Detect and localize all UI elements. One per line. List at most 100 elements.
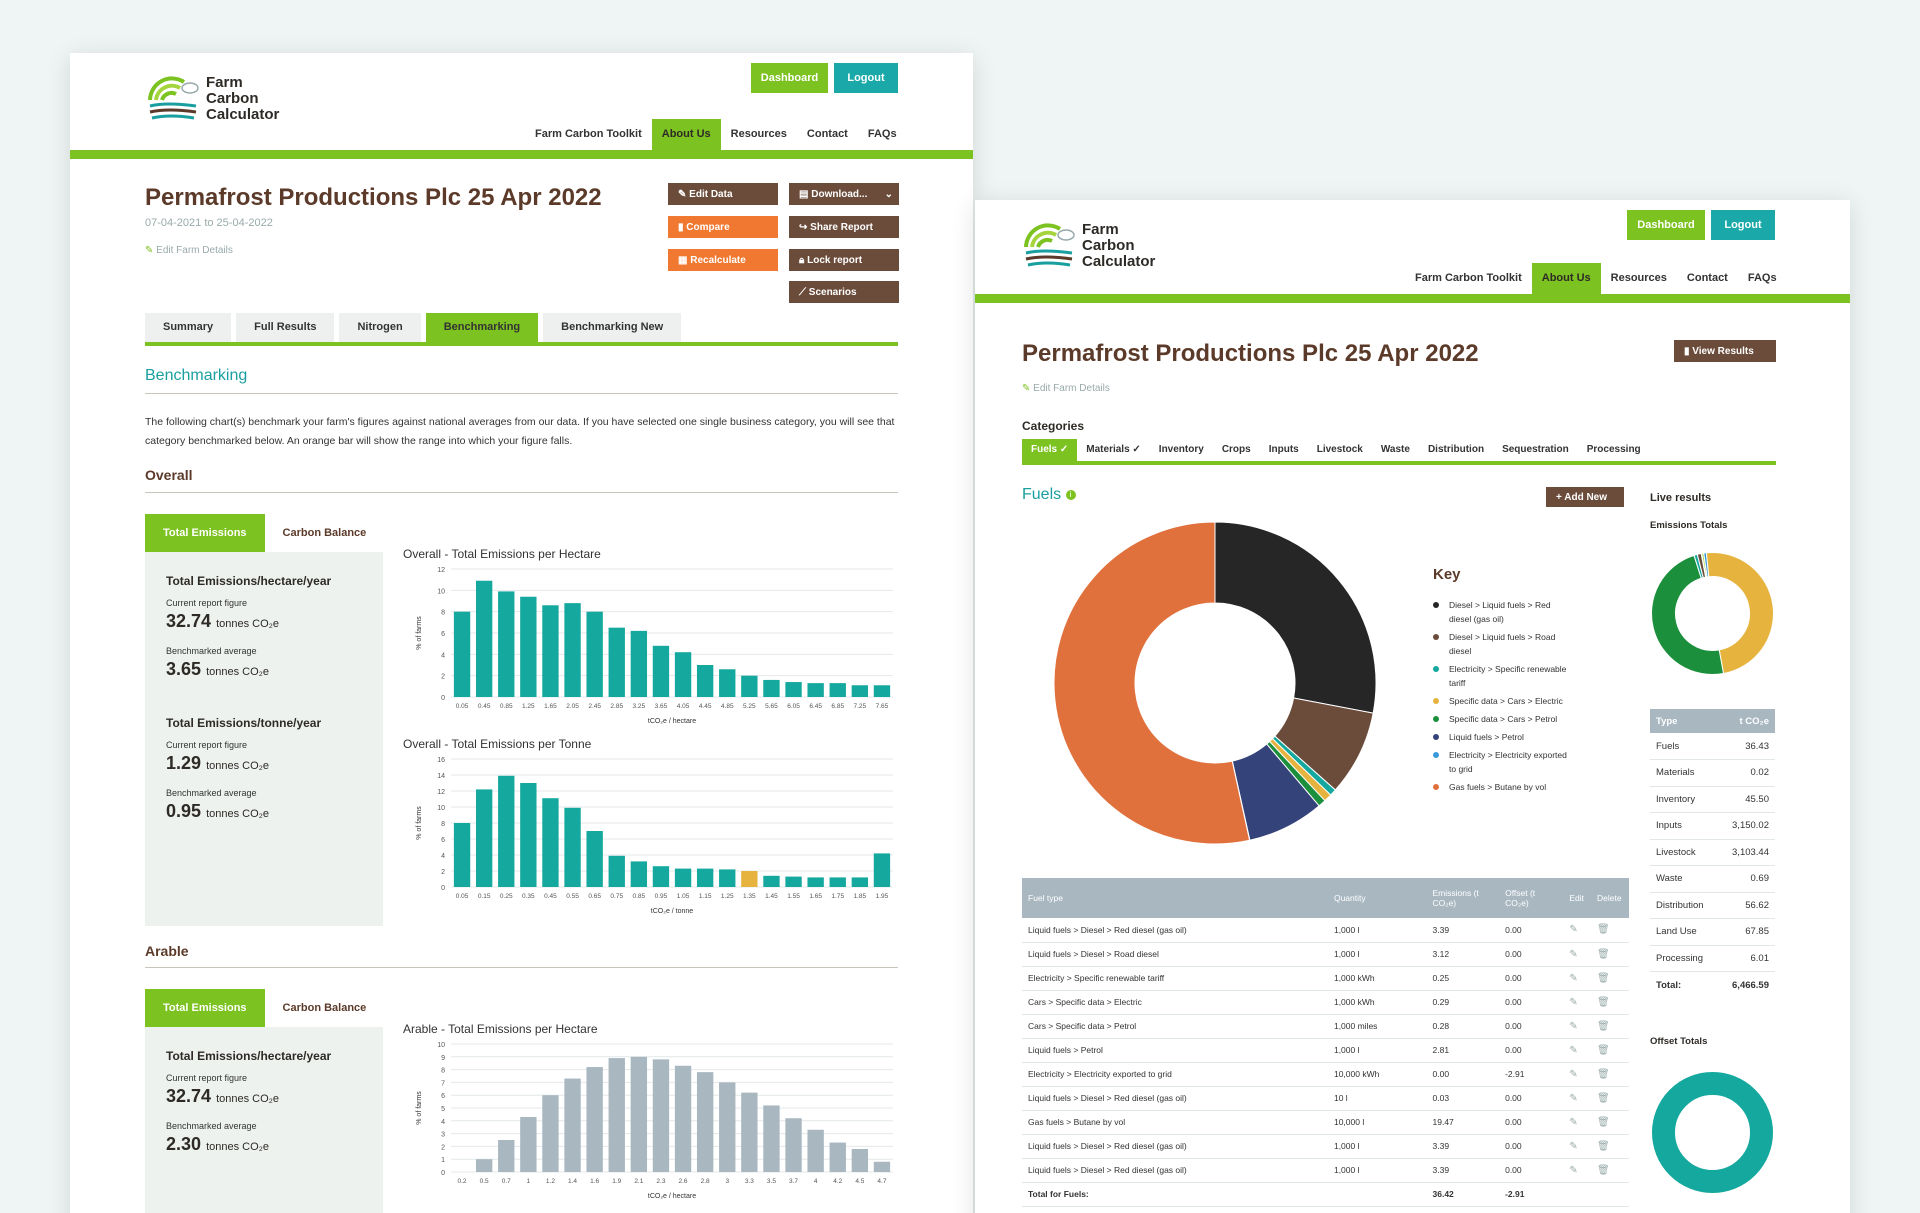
tab-carbon-balance[interactable]: Carbon Balance — [282, 527, 367, 539]
view-results-button[interactable]: ▮ View Results — [1674, 340, 1776, 362]
trash-icon[interactable]: 🗑︎ — [1597, 948, 1610, 960]
table-row: Liquid fuels > Petrol 1,000 l 2.81 0.00 ✎ 🗑︎ — [1022, 1038, 1629, 1063]
edit-icon[interactable]: ✎ — [1569, 1068, 1578, 1080]
trash-icon[interactable]: 🗑︎ — [1597, 1020, 1610, 1032]
current-label: Current report figure — [166, 1073, 248, 1083]
offset-cell: 0.00 — [1499, 966, 1564, 991]
trash-icon[interactable]: 🗑︎ — [1597, 1044, 1610, 1056]
nav-farm-carbon-toolkit[interactable]: Farm Carbon Toolkit — [1415, 272, 1522, 284]
tab-sequestration[interactable]: Sequestration — [1502, 444, 1569, 455]
edit-icon[interactable]: ✎ — [1569, 1116, 1578, 1128]
bar — [652, 866, 670, 887]
benchmark-value: 0.95 tonnes CO₂e — [166, 801, 270, 821]
x-tick-label: 1.6 — [590, 1178, 599, 1185]
tab-full-results[interactable]: Full Results — [236, 313, 335, 342]
scenarios-button[interactable]: ⟋ Scenarios — [789, 281, 899, 303]
edit-icon[interactable]: ✎ — [1569, 1092, 1578, 1104]
bar-chart-tonne: 0 2 4 6 8 10 12 14 16 0.05 0.15 0.25 0.35 0.45 0.55 0.6… — [416, 757, 893, 915]
nav-faqs[interactable]: FAQs — [1747, 272, 1777, 284]
x-axis-label: tCO₂e / hectare — [648, 1193, 696, 1200]
trash-icon[interactable]: 🗑︎ — [1597, 1092, 1610, 1104]
tab-processing[interactable]: Processing — [1586, 444, 1641, 455]
quantity-cell: 1,000 l — [1327, 1134, 1427, 1159]
tab-materials[interactable]: Materials ✓ — [1086, 444, 1141, 455]
edit-icon[interactable]: ✎ — [1569, 972, 1578, 984]
edit-icon[interactable]: ✎ — [1569, 1140, 1578, 1152]
brand-logo[interactable]: Farm Carbon Calculator — [146, 75, 279, 123]
summary-total-row: Total: 6,466.59 — [1650, 972, 1775, 999]
bar — [674, 868, 692, 887]
x-tick-label: 2.05 — [566, 703, 579, 710]
nav-farm-carbon-toolkit[interactable]: Farm Carbon Toolkit — [535, 128, 642, 140]
tab-fuels[interactable]: Fuels ✓ — [1022, 439, 1078, 461]
summary-type: Livestock — [1650, 839, 1719, 866]
edit-icon[interactable]: ✎ — [1569, 1020, 1578, 1032]
dashboard-button[interactable]: Dashboard — [751, 63, 828, 93]
edit-data-button[interactable]: ✎ Edit Data — [668, 183, 778, 205]
edit-icon[interactable]: ✎ — [1569, 996, 1578, 1008]
summary-row: Fuels 36.43 — [1650, 733, 1775, 760]
key-item: Liquid fuels > Petrol — [1433, 730, 1573, 744]
edit-icon[interactable]: ✎ — [1569, 1044, 1578, 1056]
logout-button[interactable]: Logout — [1711, 210, 1775, 240]
bar — [564, 807, 581, 887]
nav-contact[interactable]: Contact — [1686, 272, 1728, 284]
nav-resources[interactable]: Resources — [1610, 272, 1667, 284]
x-tick-label: 1.4 — [568, 1178, 577, 1185]
summary-value: 56.62 — [1718, 892, 1775, 919]
nav-contact[interactable]: Contact — [806, 128, 848, 140]
download-button[interactable]: ▤ Download... ⌄ — [789, 183, 899, 205]
share-report-button[interactable]: ↪ Share Report — [789, 216, 899, 238]
nav-faqs[interactable]: FAQs — [867, 128, 897, 140]
key-swatch — [1433, 602, 1439, 608]
current-value: 1.29 tonnes CO₂e — [166, 753, 270, 773]
x-tick-label: 2.1 — [634, 1178, 643, 1185]
bar-chart-hectare: 0 2 4 6 8 10 12 0.05 0.45 0.85 1.25 1.65 2.05 2.45 2.8… — [416, 567, 893, 725]
trash-icon[interactable]: 🗑︎ — [1597, 996, 1610, 1008]
brand-logo[interactable]: Farm Carbon Calculator — [1022, 222, 1155, 270]
key-item: Specific data > Cars > Petrol — [1433, 712, 1573, 726]
trash-icon[interactable]: 🗑︎ — [1597, 1164, 1610, 1176]
compare-button[interactable]: ▮ Compare — [668, 216, 778, 238]
logout-button[interactable]: Logout — [834, 63, 898, 93]
tab-crops[interactable]: Crops — [1221, 444, 1251, 455]
key-item: Electricity > Electricity exported to gr… — [1433, 748, 1573, 776]
dashboard-button[interactable]: Dashboard — [1627, 210, 1705, 240]
tab-carbon-balance[interactable]: Carbon Balance — [282, 1002, 367, 1014]
trash-icon[interactable]: 🗑︎ — [1597, 1116, 1610, 1128]
tab-waste[interactable]: Waste — [1380, 444, 1410, 455]
edit-icon[interactable]: ✎ — [1569, 924, 1578, 936]
nav-resources[interactable]: Resources — [730, 128, 787, 140]
y-tick-label: 12 — [437, 789, 445, 796]
tab-summary[interactable]: Summary — [145, 313, 232, 342]
bar — [520, 596, 537, 697]
edit-icon[interactable]: ✎ — [1569, 1164, 1578, 1176]
add-new-button[interactable]: + Add New — [1546, 487, 1624, 507]
bar — [696, 868, 714, 887]
tab-inputs[interactable]: Inputs — [1268, 444, 1299, 455]
tab-benchmarking-new[interactable]: Benchmarking New — [543, 313, 682, 342]
trash-icon[interactable]: 🗑︎ — [1597, 924, 1610, 936]
info-icon[interactable]: i — [1065, 489, 1076, 500]
trash-icon[interactable]: 🗑︎ — [1597, 972, 1610, 984]
trash-icon[interactable]: 🗑︎ — [1597, 1068, 1610, 1080]
tab-livestock[interactable]: Livestock — [1316, 444, 1363, 455]
tab-total-emissions[interactable]: Total Emissions — [145, 514, 265, 552]
lock-report-button[interactable]: 🔒︎ Lock report — [789, 249, 899, 271]
tab-benchmarking[interactable]: Benchmarking — [425, 313, 539, 342]
trash-icon[interactable]: 🗑︎ — [1597, 1140, 1610, 1152]
edit-farm-details-link[interactable]: ✎ Edit Farm Details — [145, 245, 233, 256]
bar — [785, 876, 802, 887]
tab-total-emissions[interactable]: Total Emissions — [145, 989, 265, 1027]
tab-distribution[interactable]: Distribution — [1427, 444, 1485, 455]
edit-farm-details-link[interactable]: ✎ Edit Farm Details — [1022, 383, 1110, 394]
nav-about-us[interactable]: About Us — [651, 119, 721, 150]
x-tick-label: 0.25 — [500, 893, 513, 900]
tab-nitrogen[interactable]: Nitrogen — [339, 313, 421, 342]
x-tick-label: 2.8 — [701, 1178, 710, 1185]
recalculate-button[interactable]: ▦ Recalculate — [668, 249, 778, 271]
edit-icon[interactable]: ✎ — [1569, 948, 1578, 960]
tab-inventory[interactable]: Inventory — [1158, 444, 1204, 455]
nav-about-us[interactable]: About Us — [1531, 263, 1601, 294]
report-tabs: Summary Full Results Nitrogen Benchmarki… — [145, 313, 686, 342]
